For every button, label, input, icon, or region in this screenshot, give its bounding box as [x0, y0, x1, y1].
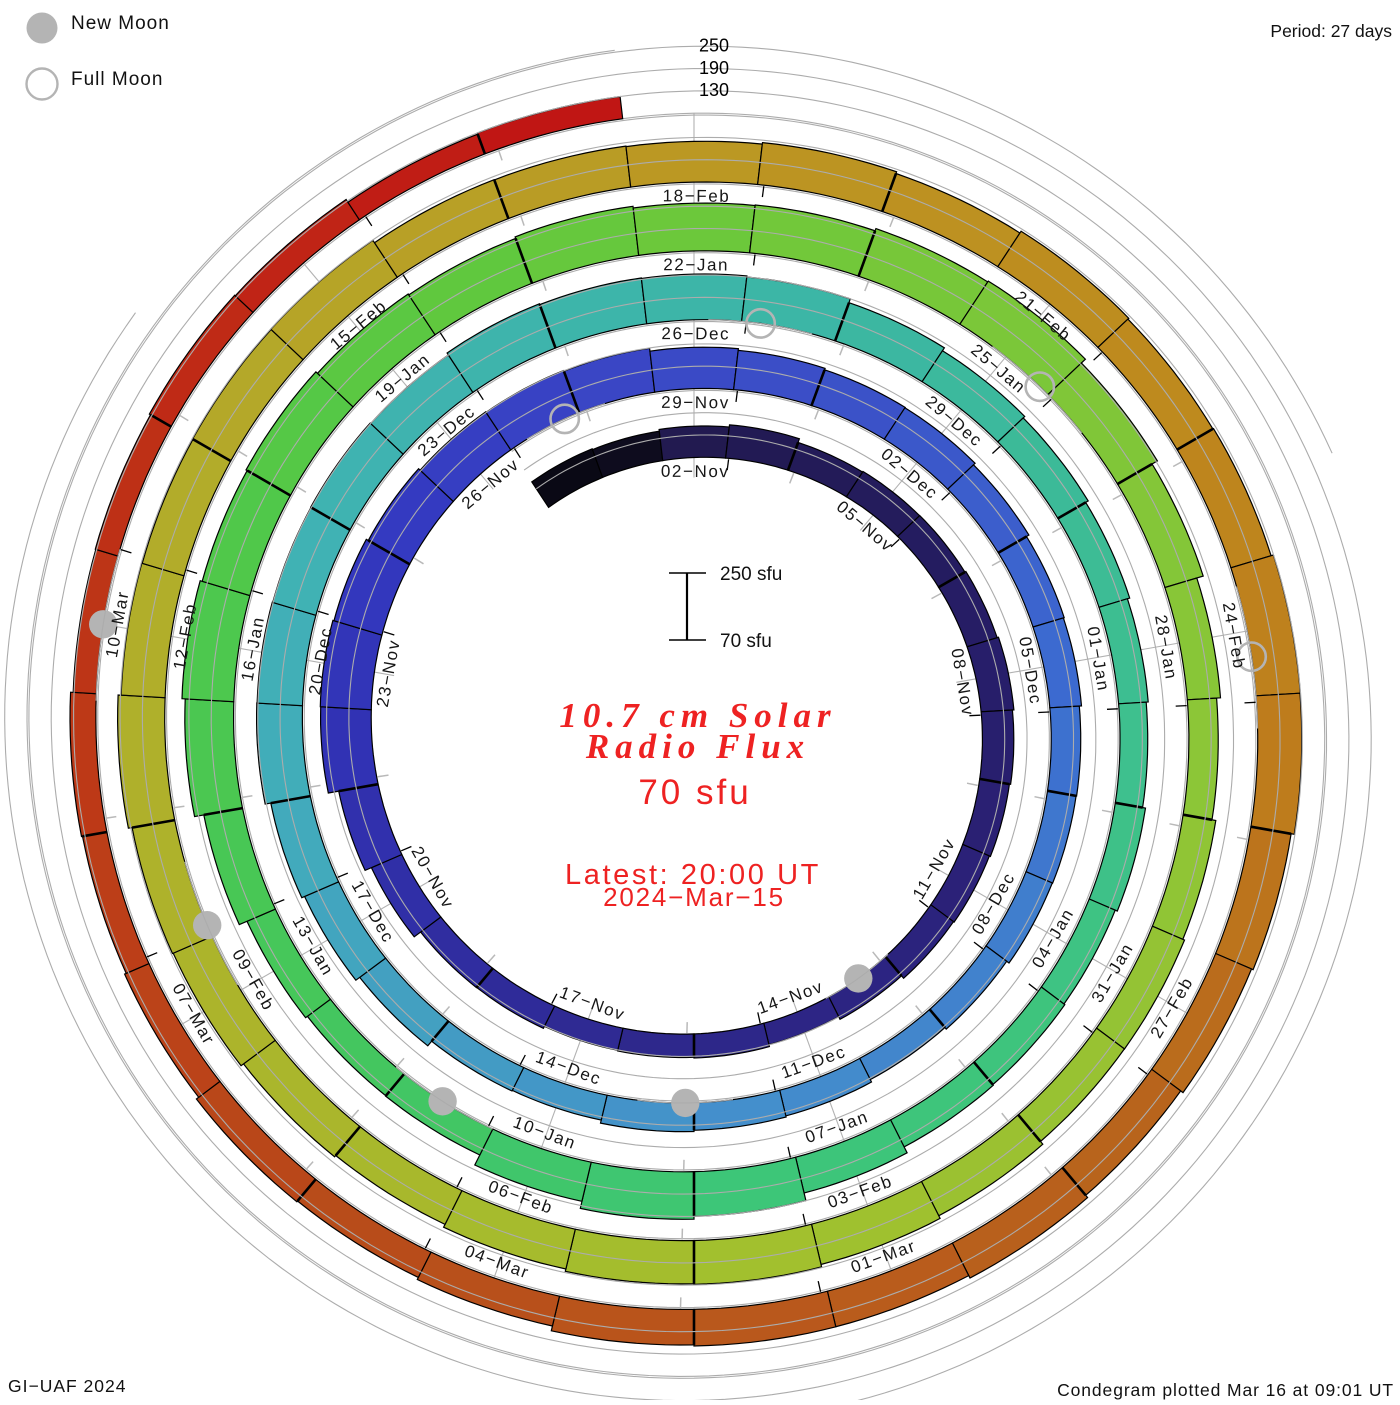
svg-text:70 sfu: 70 sfu	[638, 773, 751, 812]
svg-text:26−Dec: 26−Dec	[661, 324, 730, 343]
svg-text:Full Moon: Full Moon	[71, 69, 163, 90]
svg-text:22−Jan: 22−Jan	[663, 255, 729, 274]
svg-text:250 sfu: 250 sfu	[720, 564, 782, 585]
svg-text:02−Nov: 02−Nov	[661, 462, 730, 481]
svg-text:2024−Mar−15: 2024−Mar−15	[603, 882, 785, 912]
svg-text:Condegram plotted Mar 16 at 09: Condegram plotted Mar 16 at 09:01 UT	[1057, 1380, 1394, 1400]
svg-text:130: 130	[699, 80, 729, 100]
svg-text:70 sfu: 70 sfu	[720, 631, 772, 652]
svg-text:250: 250	[699, 36, 729, 56]
svg-text:GI−UAF 2024: GI−UAF 2024	[8, 1376, 127, 1396]
svg-text:190: 190	[699, 58, 729, 78]
svg-text:29−Nov: 29−Nov	[661, 393, 730, 412]
svg-text:New Moon: New Moon	[71, 13, 170, 34]
svg-text:Period: 27 days: Period: 27 days	[1270, 21, 1392, 41]
svg-text:Radio Flux: Radio Flux	[585, 727, 810, 766]
svg-text:18−Feb: 18−Feb	[663, 186, 731, 205]
